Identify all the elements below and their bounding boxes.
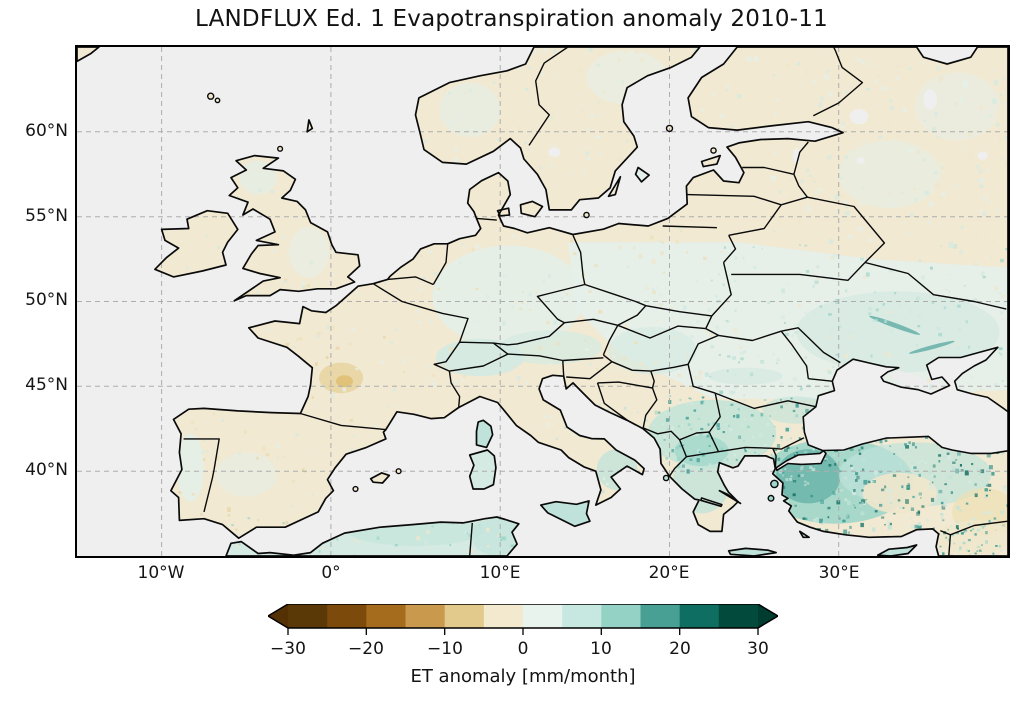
colorbar [266,603,780,636]
x-tick-0: 0° [321,563,341,583]
colorbar-label: ET anomaly [mm/month] [410,666,636,687]
x-tick-20e: 20°E [648,563,690,583]
y-tick-40n: 40°N [25,460,68,480]
x-tick-30e: 30°E [818,563,860,583]
y-tick-55n: 55°N [25,206,68,226]
figure-title: LANDFLUX Ed. 1 Evapotranspiration anomal… [195,6,828,32]
cb-tick-10: 10 [590,639,612,659]
cb-tick-0: 0 [517,639,529,659]
cb-tick-20: 20 [669,639,691,659]
cb-tick-30: 30 [747,639,769,659]
y-tick-45n: 45°N [25,375,68,395]
cb-tick-m20: −20 [348,639,384,659]
cb-tick-m30: −30 [270,639,306,659]
cb-tick-m10: −10 [427,639,463,659]
x-tick-10e: 10°E [479,563,521,583]
y-tick-50n: 50°N [25,290,68,310]
x-tick-10w: 10°W [137,563,185,583]
colorbar-gradient [266,603,780,635]
map-plot [75,45,1010,558]
europe-map-canvas [77,47,1008,556]
y-tick-60n: 60°N [25,121,68,141]
